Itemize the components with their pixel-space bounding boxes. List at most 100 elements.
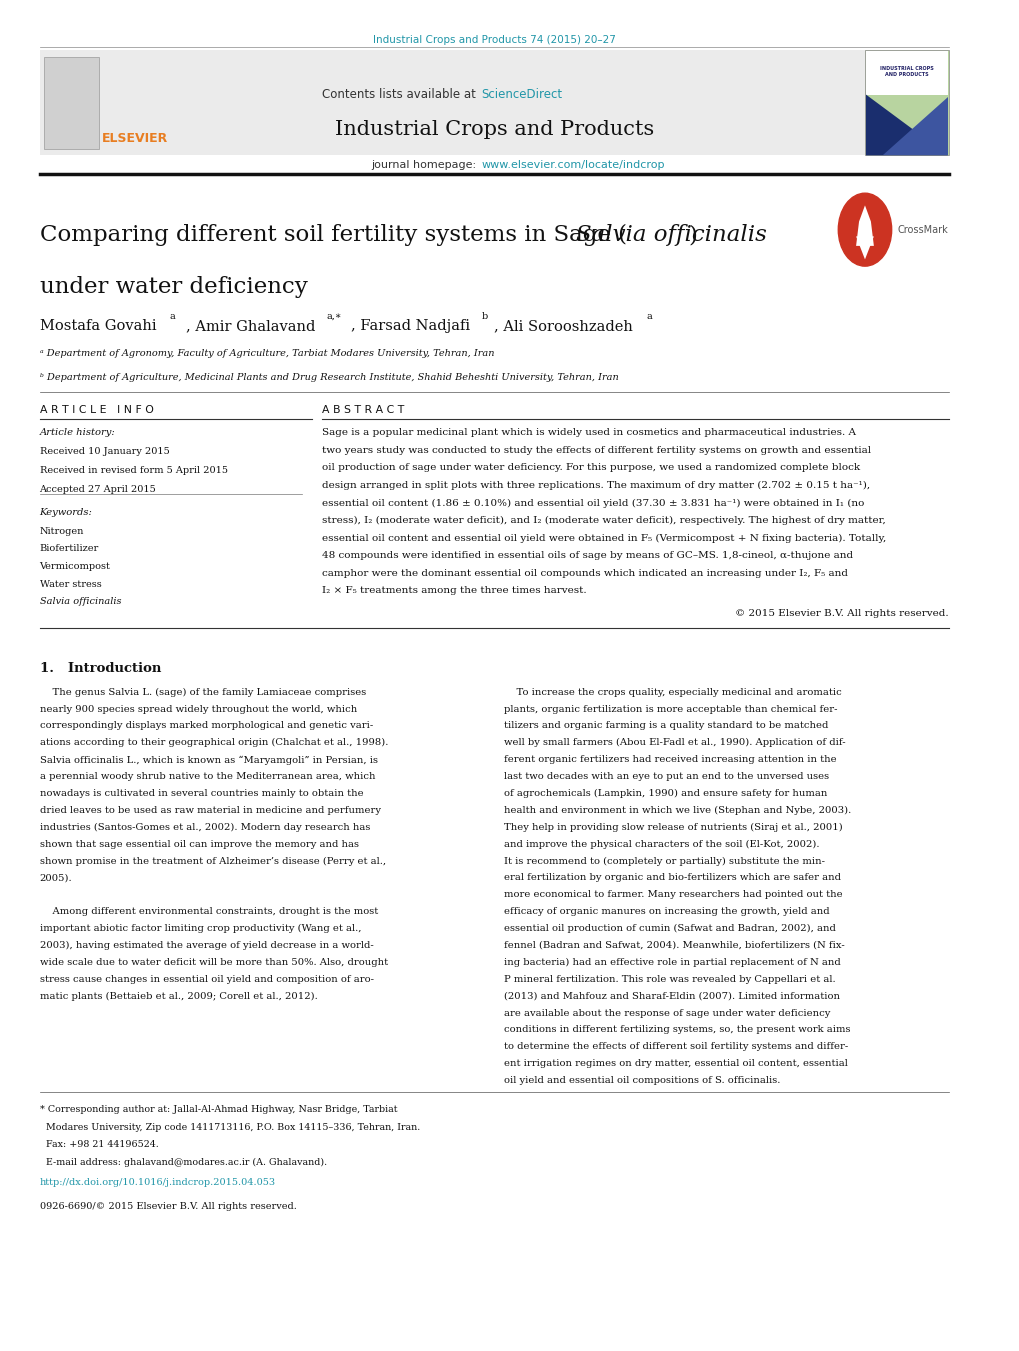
Text: Accepted 27 April 2015: Accepted 27 April 2015 [40, 485, 156, 494]
Text: The genus Salvia L. (sage) of the family Lamiaceae comprises: The genus Salvia L. (sage) of the family… [40, 688, 366, 697]
Text: ing bacteria) had an effective role in partial replacement of N and: ing bacteria) had an effective role in p… [503, 958, 840, 967]
Text: 0926-6690/© 2015 Elsevier B.V. All rights reserved.: 0926-6690/© 2015 Elsevier B.V. All right… [40, 1202, 297, 1212]
Text: Salvia officinalis: Salvia officinalis [40, 597, 121, 607]
Text: ᵇ Department of Agriculture, Medicinal Plants and Drug Research Institute, Shahi: ᵇ Department of Agriculture, Medicinal P… [40, 373, 618, 382]
Text: tilizers and organic farming is a quality standard to be matched: tilizers and organic farming is a qualit… [503, 721, 827, 731]
Text: www.elsevier.com/locate/indcrop: www.elsevier.com/locate/indcrop [481, 159, 664, 170]
Text: conditions in different fertilizing systems, so, the present work aims: conditions in different fertilizing syst… [503, 1025, 850, 1035]
Text: last two decades with an eye to put an end to the unversed uses: last two decades with an eye to put an e… [503, 773, 828, 781]
Text: Nitrogen: Nitrogen [40, 527, 84, 536]
Text: wide scale due to water deficit will be more than 50%. Also, drought: wide scale due to water deficit will be … [40, 958, 387, 967]
Text: ent irrigation regimes on dry matter, essential oil content, essential: ent irrigation regimes on dry matter, es… [503, 1059, 847, 1069]
Text: Industrial Crops and Products 74 (2015) 20–27: Industrial Crops and Products 74 (2015) … [373, 35, 615, 45]
Polygon shape [855, 236, 873, 259]
Text: and improve the physical characters of the soil (El-Kot, 2002).: and improve the physical characters of t… [503, 839, 819, 848]
Text: stress), I₂ (moderate water deficit), and I₂ (moderate water deficit), respectiv: stress), I₂ (moderate water deficit), an… [322, 516, 886, 526]
Text: , Amir Ghalavand: , Amir Ghalavand [185, 319, 315, 332]
Text: © 2015 Elsevier B.V. All rights reserved.: © 2015 Elsevier B.V. All rights reserved… [735, 609, 948, 619]
Text: a: a [646, 312, 651, 322]
Text: INDUSTRIAL CROPS
AND PRODUCTS: INDUSTRIAL CROPS AND PRODUCTS [879, 66, 933, 77]
Text: two years study was conducted to study the effects of different fertility system: two years study was conducted to study t… [322, 446, 870, 455]
Text: ferent organic fertilizers had received increasing attention in the: ferent organic fertilizers had received … [503, 755, 836, 765]
Text: Article history:: Article history: [40, 428, 115, 438]
Text: Vermicompost: Vermicompost [40, 562, 110, 571]
Text: ELSEVIER: ELSEVIER [102, 131, 168, 145]
Text: matic plants (Bettaieb et al., 2009; Corell et al., 2012).: matic plants (Bettaieb et al., 2009; Cor… [40, 992, 317, 1001]
Text: nowadays is cultivated in several countries mainly to obtain the: nowadays is cultivated in several countr… [40, 789, 363, 798]
Circle shape [838, 193, 891, 266]
Text: more economical to farmer. Many researchers had pointed out the: more economical to farmer. Many research… [503, 890, 842, 900]
Text: shown that sage essential oil can improve the memory and has: shown that sage essential oil can improv… [40, 839, 359, 848]
Text: They help in providing slow release of nutrients (Siraj et al., 2001): They help in providing slow release of n… [503, 823, 842, 832]
Text: nearly 900 species spread widely throughout the world, which: nearly 900 species spread widely through… [40, 705, 357, 713]
Text: Sage is a popular medicinal plant which is widely used in cosmetics and pharmace: Sage is a popular medicinal plant which … [322, 428, 855, 438]
Text: , Farsad Nadjafi: , Farsad Nadjafi [351, 319, 470, 332]
Polygon shape [881, 97, 947, 155]
Text: oil production of sage under water deficiency. For this purpose, we used a rando: oil production of sage under water defic… [322, 463, 860, 473]
Text: 1.   Introduction: 1. Introduction [40, 662, 161, 676]
Text: Keywords:: Keywords: [40, 508, 93, 517]
Text: It is recommend to (completely or partially) substitute the min-: It is recommend to (completely or partia… [503, 857, 824, 866]
Text: well by small farmers (Abou El-Fadl et al., 1990). Application of dif-: well by small farmers (Abou El-Fadl et a… [503, 738, 845, 747]
Text: fennel (Badran and Safwat, 2004). Meanwhile, biofertilizers (N fix-: fennel (Badran and Safwat, 2004). Meanwh… [503, 940, 844, 950]
Text: essential oil content (1.86 ± 0.10%) and essential oil yield (37.30 ± 3.831 ha⁻¹: essential oil content (1.86 ± 0.10%) and… [322, 499, 864, 508]
Text: Industrial Crops and Products: Industrial Crops and Products [334, 120, 653, 139]
Text: Contents lists available at: Contents lists available at [322, 88, 479, 101]
Text: Salvia officinalis: Salvia officinalis [576, 224, 766, 246]
Text: Modares University, Zip code 1411713116, P.O. Box 14115–336, Tehran, Iran.: Modares University, Zip code 1411713116,… [40, 1123, 420, 1132]
Text: * Corresponding author at: Jallal-Al-Ahmad Highway, Nasr Bridge, Tarbiat: * Corresponding author at: Jallal-Al-Ahm… [40, 1105, 396, 1115]
Text: Biofertilizer: Biofertilizer [40, 544, 99, 554]
Text: eral fertilization by organic and bio-fertilizers which are safer and: eral fertilization by organic and bio-fe… [503, 874, 841, 882]
Text: 48 compounds were identified in essential oils of sage by means of GC–MS. 1,8-ci: 48 compounds were identified in essentia… [322, 551, 853, 561]
Text: Mostafa Govahi: Mostafa Govahi [40, 319, 156, 332]
Text: CrossMark: CrossMark [897, 224, 948, 235]
Text: Received 10 January 2015: Received 10 January 2015 [40, 447, 169, 457]
Text: essential oil content and essential oil yield were obtained in F₅ (Vermicompost : essential oil content and essential oil … [322, 534, 886, 543]
Text: efficacy of organic manures on increasing the growth, yield and: efficacy of organic manures on increasin… [503, 908, 829, 916]
Text: Water stress: Water stress [40, 580, 101, 589]
Text: E-mail address: ghalavand@modares.ac.ir (A. Ghalavand).: E-mail address: ghalavand@modares.ac.ir … [40, 1158, 326, 1167]
Text: A R T I C L E   I N F O: A R T I C L E I N F O [40, 405, 153, 415]
Text: b: b [481, 312, 487, 322]
Text: design arranged in split plots with three replications. The maximum of dry matte: design arranged in split plots with thre… [322, 481, 869, 490]
Polygon shape [855, 205, 873, 246]
Text: a perennial woody shrub native to the Mediterranean area, which: a perennial woody shrub native to the Me… [40, 773, 375, 781]
Text: important abiotic factor limiting crop productivity (Wang et al.,: important abiotic factor limiting crop p… [40, 924, 361, 934]
Text: A B S T R A C T: A B S T R A C T [322, 405, 405, 415]
FancyBboxPatch shape [865, 51, 947, 95]
Text: I₂ × F₅ treatments among the three times harvest.: I₂ × F₅ treatments among the three times… [322, 586, 586, 596]
Text: Among different environmental constraints, drought is the most: Among different environmental constraint… [40, 908, 377, 916]
Text: correspondingly displays marked morphological and genetic vari-: correspondingly displays marked morpholo… [40, 721, 372, 731]
FancyBboxPatch shape [45, 57, 99, 149]
Text: a: a [169, 312, 174, 322]
Text: ScienceDirect: ScienceDirect [481, 88, 562, 101]
Text: camphor were the dominant essential oil compounds which indicated an increasing : camphor were the dominant essential oil … [322, 569, 848, 578]
Text: journal homepage:: journal homepage: [371, 159, 479, 170]
Text: To increase the crops quality, especially medicinal and aromatic: To increase the crops quality, especiall… [503, 688, 841, 697]
Text: 2005).: 2005). [40, 874, 72, 882]
Text: P mineral fertilization. This role was revealed by Cappellari et al.: P mineral fertilization. This role was r… [503, 975, 835, 984]
Text: Comparing different soil fertility systems in Sage (: Comparing different soil fertility syste… [40, 224, 626, 246]
Text: Fax: +98 21 44196524.: Fax: +98 21 44196524. [40, 1140, 158, 1150]
Text: to determine the effects of different soil fertility systems and differ-: to determine the effects of different so… [503, 1043, 848, 1051]
Text: are available about the response of sage under water deficiency: are available about the response of sage… [503, 1008, 829, 1017]
Text: Salvia officinalis L., which is known as “Maryamgoli” in Persian, is: Salvia officinalis L., which is known as… [40, 755, 377, 765]
Text: of agrochemicals (Lampkin, 1990) and ensure safety for human: of agrochemicals (Lampkin, 1990) and ens… [503, 789, 826, 798]
Text: industries (Santos-Gomes et al., 2002). Modern day research has: industries (Santos-Gomes et al., 2002). … [40, 823, 370, 832]
Text: (2013) and Mahfouz and Sharaf-Eldin (2007). Limited information: (2013) and Mahfouz and Sharaf-Eldin (200… [503, 992, 840, 1001]
Text: 2003), having estimated the average of yield decrease in a world-: 2003), having estimated the average of y… [40, 940, 373, 950]
Text: plants, organic fertilization is more acceptable than chemical fer-: plants, organic fertilization is more ac… [503, 705, 837, 713]
Text: ᵃ Department of Agronomy, Faculty of Agriculture, Tarbiat Modares University, Te: ᵃ Department of Agronomy, Faculty of Agr… [40, 349, 493, 358]
Polygon shape [865, 95, 947, 155]
Text: oil yield and essential oil compositions of S. officinalis.: oil yield and essential oil compositions… [503, 1077, 780, 1085]
FancyBboxPatch shape [40, 50, 948, 155]
Text: stress cause changes in essential oil yield and composition of aro-: stress cause changes in essential oil yi… [40, 975, 373, 984]
Text: ations according to their geographical origin (Chalchat et al., 1998).: ations according to their geographical o… [40, 738, 387, 747]
FancyBboxPatch shape [864, 50, 948, 155]
Text: shown promise in the treatment of Alzheimer’s disease (Perry et al.,: shown promise in the treatment of Alzhei… [40, 857, 385, 866]
Text: Received in revised form 5 April 2015: Received in revised form 5 April 2015 [40, 466, 227, 476]
Text: health and environment in which we live (Stephan and Nybe, 2003).: health and environment in which we live … [503, 805, 851, 815]
Text: a,∗: a,∗ [326, 312, 341, 322]
Text: http://dx.doi.org/10.1016/j.indcrop.2015.04.053: http://dx.doi.org/10.1016/j.indcrop.2015… [40, 1178, 275, 1188]
Text: under water deficiency: under water deficiency [40, 276, 307, 297]
